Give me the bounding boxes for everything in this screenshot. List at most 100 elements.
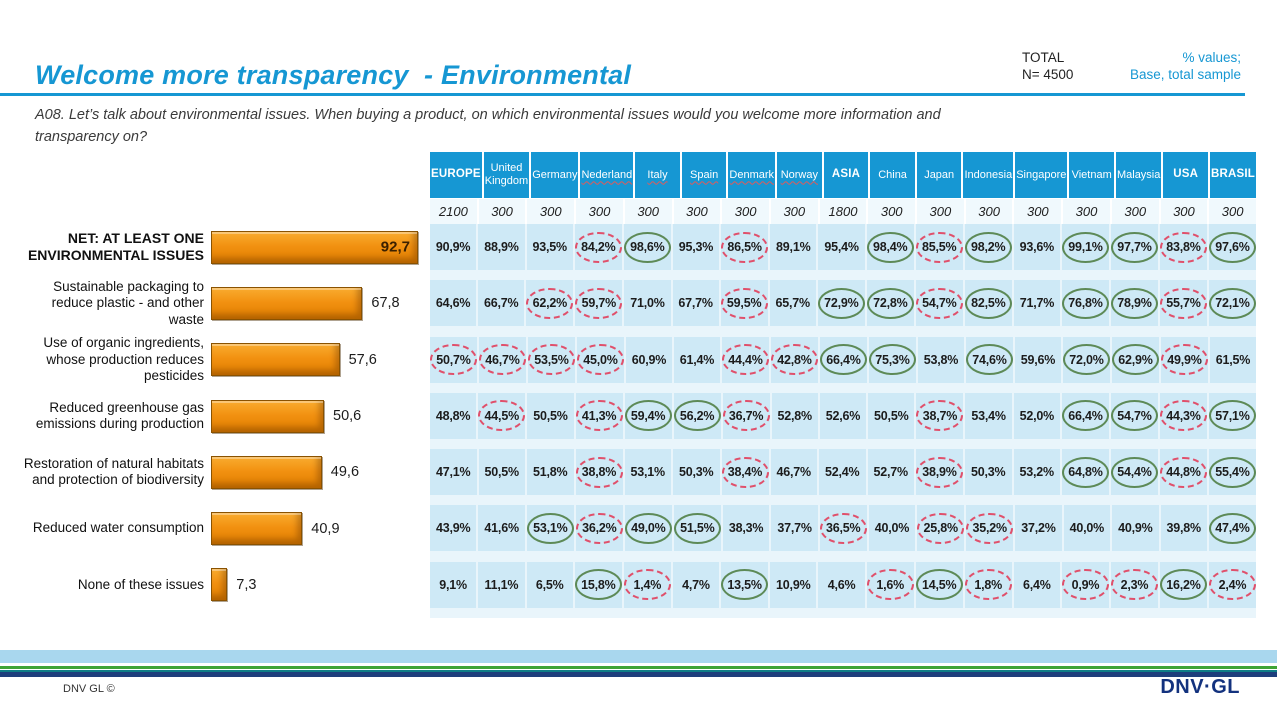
col-header-13: Vietnam	[1069, 152, 1114, 198]
value: 52,6%	[825, 408, 861, 423]
table-cell: 15,8%	[574, 561, 622, 608]
value-high-circled: 56,2%	[673, 400, 721, 432]
chart-row-4: Restoration of natural habitats and prot…	[20, 449, 440, 505]
value-high-circled: 99,1%	[1061, 231, 1109, 263]
value-low-circled: 42,8%	[771, 344, 818, 376]
table-cell: 38,9%	[916, 449, 963, 496]
page-title: Welcome more transparency - Environmenta…	[35, 60, 632, 90]
value-high-circled: 47,4%	[1208, 512, 1256, 544]
table-cell: 52,8%	[771, 392, 818, 439]
value: 4,6%	[827, 577, 856, 592]
value-low-circled: 44,3%	[1159, 400, 1207, 432]
table-cell: 62,2%	[526, 280, 574, 327]
bar-4	[211, 455, 322, 489]
bar-value: 49,6	[330, 464, 360, 481]
value-low-circled: 50,7%	[430, 344, 477, 376]
value: 40,9%	[1118, 521, 1153, 536]
value-high-circled: 98,6%	[623, 231, 671, 263]
table-cell: 53,4%	[965, 392, 1012, 439]
chart-category-label: Restoration of natural habitats and prot…	[23, 455, 204, 488]
value: 6,5%	[535, 577, 564, 592]
table-cell: 51,8%	[527, 449, 574, 496]
value-high-circled: 15,8%	[574, 569, 622, 601]
value: 39,8%	[1166, 521, 1202, 536]
value: 64,6%	[435, 296, 471, 311]
table-body: 90,9% 88,9% 93,5% 84,2% 98,6% 95,3% 86,5% 89,1%…	[430, 224, 1256, 619]
table-cell: 53,8%	[918, 336, 964, 383]
table-cell: 52,4%	[819, 449, 866, 496]
value: 50,3%	[679, 465, 714, 480]
question-text: A08. Let’s talk about environmental issu…	[35, 107, 941, 146]
value-low-circled: 1,6%	[866, 569, 914, 601]
value: 40,0%	[1069, 521, 1105, 536]
value-low-circled: 86,5%	[721, 231, 769, 263]
col-header-label: United Kingdom	[484, 162, 529, 187]
col-header-10: Japan	[916, 152, 962, 198]
col-header-7: Norway	[777, 152, 822, 198]
table-cell: 66,4%	[820, 336, 867, 383]
value-low-circled: 38,4%	[721, 456, 769, 488]
col-base-0: 2100	[430, 199, 477, 224]
table-cell: 47,1%	[430, 449, 477, 496]
value-high-circled: 97,6%	[1208, 231, 1256, 263]
col-base-3: 300	[576, 199, 623, 224]
table-cell: 54,7%	[915, 280, 963, 327]
value: 61,5%	[1215, 352, 1251, 367]
chart-row-2: Use of organic ingredients, whose produc…	[20, 335, 440, 393]
value: 38,3%	[728, 521, 764, 536]
table-cell: 36,2%	[575, 505, 623, 552]
chart-row-3: Reduced greenhouse gas emissions during …	[20, 393, 440, 449]
value: 43,9%	[435, 521, 471, 536]
col-header-3: Nederland	[580, 152, 634, 198]
value: 60,9%	[631, 352, 667, 367]
table-cell: 38,7%	[916, 392, 964, 439]
value-high-circled: 54,7%	[1110, 400, 1158, 432]
note-line-2: Base, total sample	[1129, 66, 1241, 82]
value-low-circled: 25,8%	[917, 512, 965, 544]
table-cell: 52,7%	[867, 449, 914, 496]
table-cell: 93,6%	[1013, 224, 1060, 270]
col-header-label: BRASIL	[1210, 168, 1255, 181]
table-base-row: 2100 300 300 300 300 300 300 300 1800 300 300 300 30…	[430, 199, 1256, 224]
table-cell: 89,1%	[770, 224, 817, 270]
table-cell: 36,7%	[722, 392, 770, 439]
table-cell: 60,9%	[626, 336, 672, 383]
value-low-circled: 38,9%	[916, 456, 963, 488]
value: 90,9%	[435, 240, 471, 254]
value-high-circled: 98,4%	[866, 231, 914, 263]
value: 66,7%	[484, 296, 519, 311]
table-cell: 55,7%	[1160, 280, 1207, 327]
table-row-6: 9,1% 11,1% 6,5% 15,8% 1,4% 4,7% 13,5% 10,9% 4,6%…	[430, 561, 1256, 619]
table-cell: 43,9%	[430, 505, 477, 552]
table-cell: 50,5%	[527, 392, 574, 439]
table-cell: 90,9%	[430, 224, 477, 270]
col-header-12: Singapore	[1015, 152, 1068, 198]
value-low-circled: 44,4%	[722, 344, 769, 376]
value: 37,2%	[1021, 521, 1056, 536]
table-cell: 50,3%	[673, 449, 720, 496]
table-cell: 95,3%	[672, 224, 720, 270]
col-base-13: 300	[1063, 199, 1110, 224]
table-cell: 39,8%	[1160, 505, 1207, 552]
value-high-circled: 53,1%	[526, 512, 574, 544]
table-cell: 6,4%	[1013, 561, 1060, 608]
bar-value: 40,9	[311, 520, 340, 537]
title-underline-rule	[0, 93, 1245, 96]
value: 46,7%	[776, 465, 812, 480]
bar-value: 57,6	[348, 351, 377, 368]
table-cell: 98,2%	[964, 224, 1012, 270]
chart-category-label: None of these issues	[77, 576, 204, 592]
table-cell: 64,8%	[1062, 449, 1109, 496]
col-header-1: United Kingdom	[483, 152, 530, 198]
dnv-gl-logo: DNV·GL	[1160, 676, 1240, 698]
col-base-14: 300	[1111, 199, 1159, 224]
chart-row-6: None of these issues 7,3	[20, 562, 440, 618]
table-cell: 51,5%	[673, 505, 721, 552]
table-cell: 52,0%	[1013, 392, 1060, 439]
footer-stripe-teal	[0, 669, 1277, 672]
col-header-label: USA	[1173, 168, 1199, 181]
table-cell: 2,3%	[1110, 561, 1158, 608]
base-note: % values; Base, total sample	[1130, 50, 1241, 84]
table-cell: 74,6%	[966, 336, 1013, 383]
table-cell: 1,8%	[964, 561, 1012, 608]
